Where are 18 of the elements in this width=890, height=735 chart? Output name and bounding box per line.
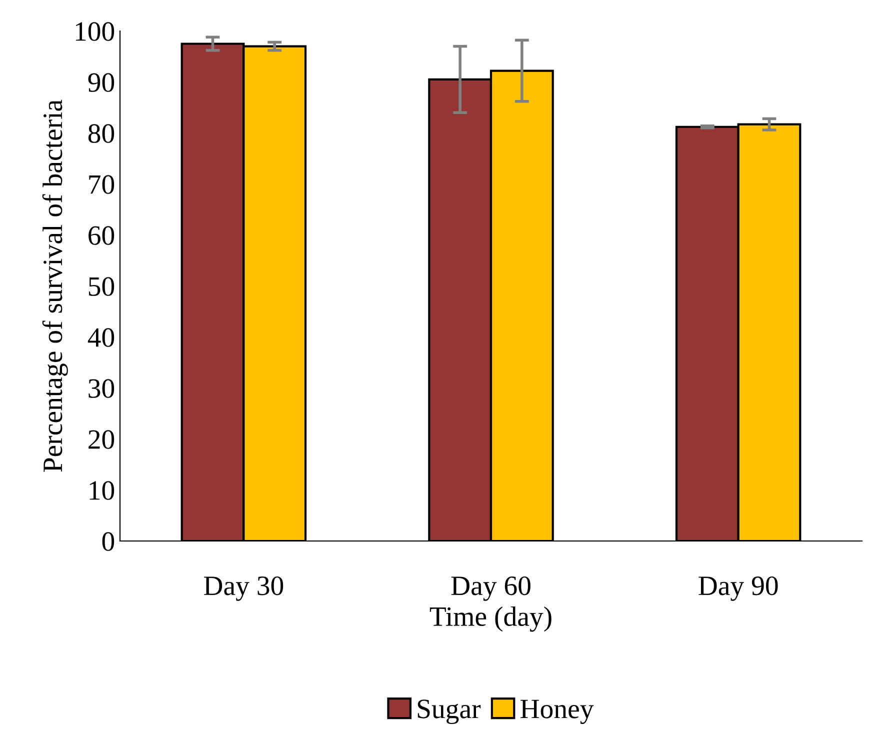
y-tick-label: 30 — [88, 379, 114, 398]
y-tick-label: 70 — [89, 175, 114, 194]
legend-label: Honey — [520, 700, 594, 724]
y-tick-label: 50 — [88, 277, 114, 296]
y-tick-label: 40 — [88, 328, 114, 347]
x-tick-label: Day 90 — [698, 576, 778, 601]
y-axis-title: Percentage of survival of bacteria — [42, 100, 68, 472]
y-tick-label: 90 — [88, 73, 114, 92]
x-axis-title: Time (day) — [430, 606, 552, 632]
y-tick-label: 80 — [88, 124, 114, 143]
y-tick-label: 0 — [102, 532, 114, 551]
y-tick-label: 20 — [88, 430, 114, 449]
y-tick-label: 100 — [76, 22, 114, 41]
y-tick-label: 60 — [88, 226, 114, 245]
legend-label: Sugar — [418, 700, 481, 724]
x-tick-label: Day 60 — [451, 576, 530, 601]
x-tick-label: Day 30 — [204, 576, 284, 601]
y-tick-label: 10 — [90, 481, 114, 500]
